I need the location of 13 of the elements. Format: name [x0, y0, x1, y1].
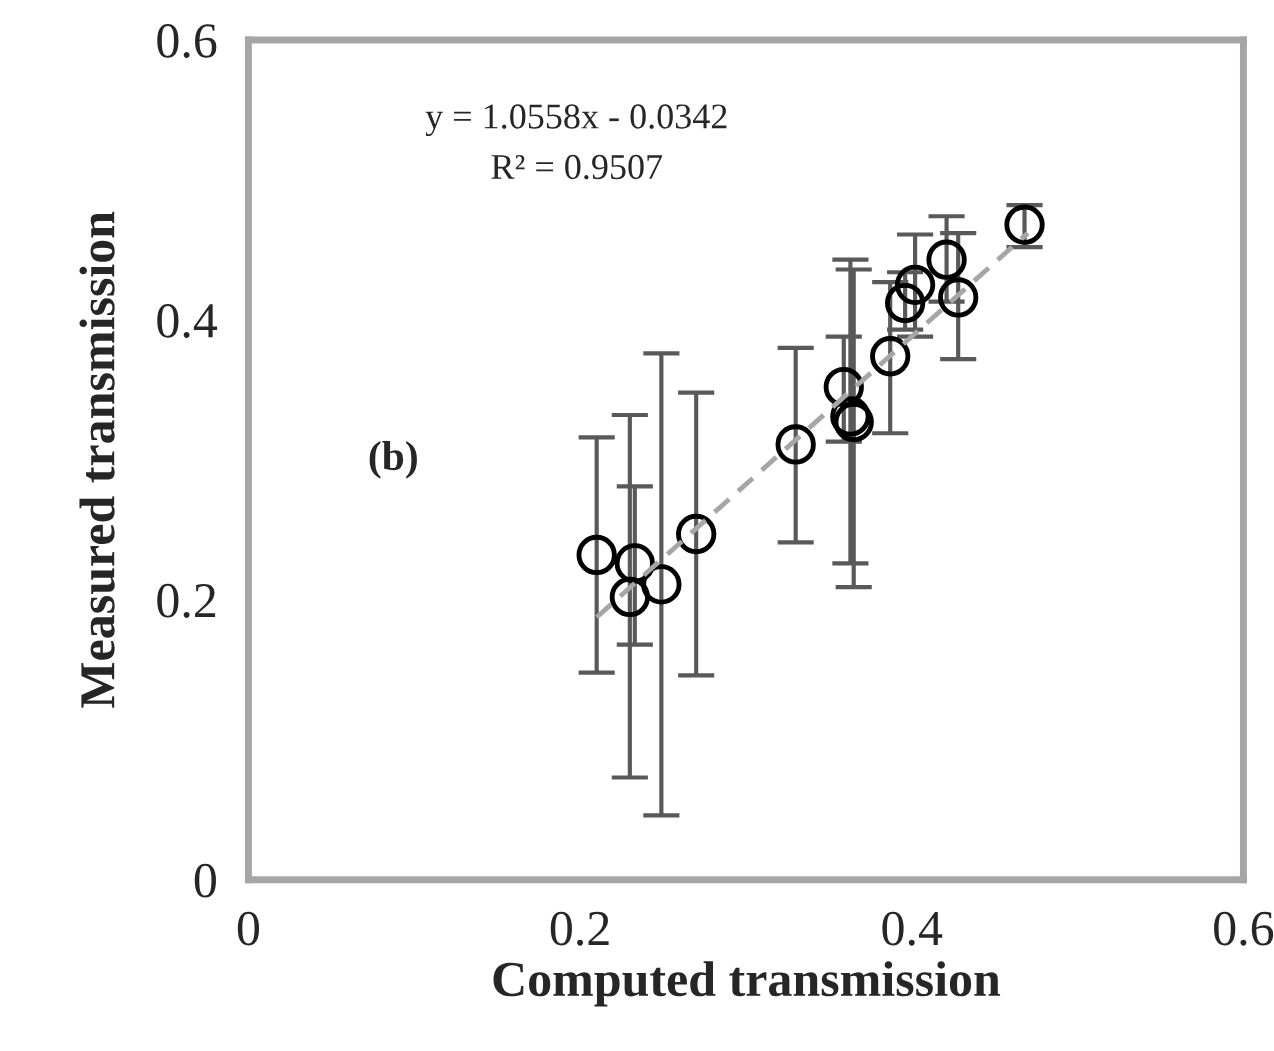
x-tick-label: 0 [237, 911, 260, 946]
y-axis-title: Measured transmission [79, 211, 115, 708]
annotation: y = 1.0558x - 0.0342 [425, 104, 727, 137]
y-tick-label: 0.4 [157, 303, 218, 338]
y-tick-label: 0.2 [157, 583, 216, 618]
y-tick-label: 0 [194, 863, 216, 898]
x-tick-label: 0.4 [882, 911, 943, 946]
x-tick-label: 0.2 [550, 911, 609, 946]
x-axis-title: Computed transmission [493, 961, 1001, 1007]
annotation: (b) [369, 440, 417, 479]
x-tick-label: 0.6 [1214, 911, 1274, 946]
y-tick-label: 0.6 [157, 24, 217, 58]
annotation: R² = 0.9507 [491, 154, 663, 180]
